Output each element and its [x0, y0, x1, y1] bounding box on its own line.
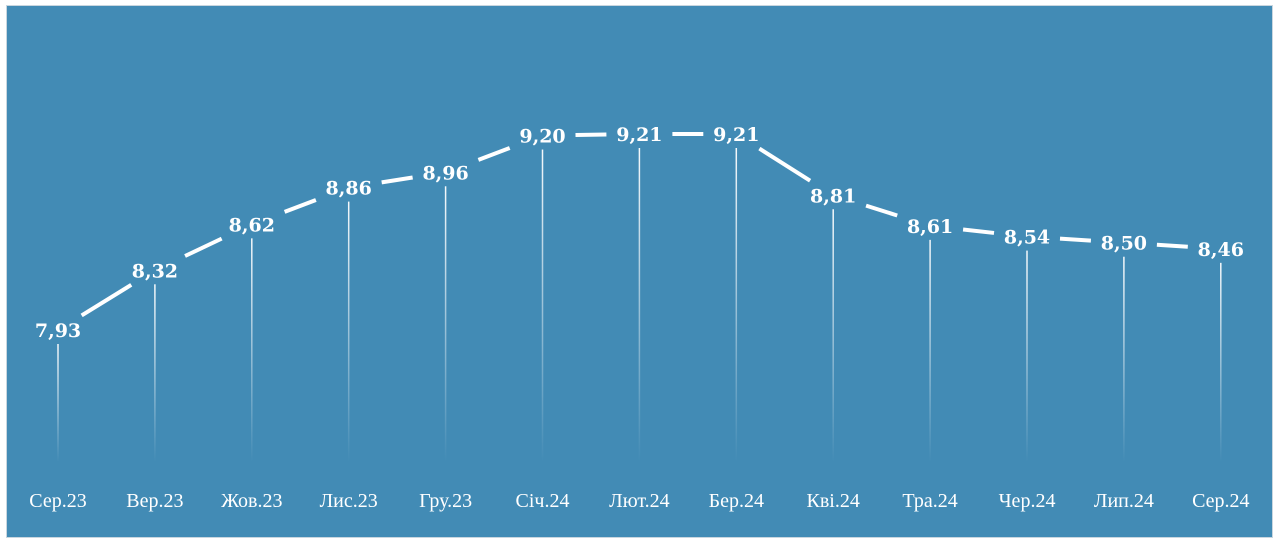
- drop-line: [251, 238, 253, 462]
- drop-line: [1220, 262, 1222, 462]
- drop-line: [57, 344, 59, 462]
- data-label: 8,32: [132, 260, 178, 282]
- data-label: 8,54: [1004, 227, 1050, 249]
- drop-line: [444, 186, 447, 462]
- line-segment: [962, 227, 995, 235]
- drop-line: [541, 149, 544, 462]
- data-label: 9,21: [713, 124, 759, 146]
- x-tick-label: Лют.24: [609, 490, 669, 512]
- x-tick-label: Кві.24: [807, 490, 860, 512]
- drop-lines: [57, 148, 1222, 462]
- x-tick-label: Жов.23: [221, 490, 282, 512]
- drop-line: [1123, 256, 1125, 462]
- data-label: 7,93: [35, 320, 81, 342]
- series-line: [80, 132, 1188, 318]
- line-segment: [1059, 236, 1092, 243]
- data-labels: 7,93 8,32 8,62 8,86 8,96 9,20 9,21 9,21 8,81 8,61…: [35, 124, 1244, 342]
- x-tick-label: Січ.24: [516, 490, 570, 512]
- x-tick-label: Гру.23: [419, 490, 472, 512]
- line-segment: [184, 236, 223, 258]
- line-segment: [381, 175, 413, 185]
- data-label: 8,81: [810, 185, 856, 207]
- x-tick-label: Сер.23: [29, 490, 86, 512]
- data-label: 8,61: [907, 216, 953, 238]
- line-segment: [283, 198, 317, 214]
- drop-line: [638, 148, 641, 462]
- x-axis: Сер.23 Вер.23 Жов.23 Лис.23 Гру.23 Січ.24 Лют.…: [29, 490, 1249, 512]
- data-label: 8,46: [1198, 239, 1244, 261]
- x-tick-label: Тра.24: [902, 490, 957, 512]
- data-label: 8,96: [422, 162, 468, 184]
- drop-line: [347, 201, 350, 462]
- drop-line: [1026, 250, 1028, 462]
- drop-line: [735, 148, 738, 462]
- line-segment: [865, 203, 898, 218]
- drop-line: [929, 239, 931, 462]
- x-tick-label: Лип.24: [1094, 490, 1154, 512]
- data-label: 9,21: [616, 124, 662, 146]
- x-tick-label: Бер.24: [709, 490, 764, 512]
- data-label: 8,62: [229, 214, 275, 236]
- x-tick-label: Чер.24: [999, 490, 1056, 512]
- data-label: 8,86: [326, 178, 372, 200]
- line-segment: [758, 146, 812, 183]
- drop-line: [154, 284, 156, 462]
- x-tick-label: Вер.23: [126, 490, 183, 512]
- drop-line: [832, 209, 834, 462]
- data-label: 8,50: [1101, 233, 1147, 255]
- line-segment: [80, 283, 133, 318]
- x-tick-label: Лис.23: [320, 490, 378, 512]
- x-tick-label: Сер.24: [1192, 490, 1249, 512]
- data-label: 9,20: [519, 126, 565, 148]
- line-segment: [1156, 242, 1188, 249]
- line-segment: [477, 146, 511, 162]
